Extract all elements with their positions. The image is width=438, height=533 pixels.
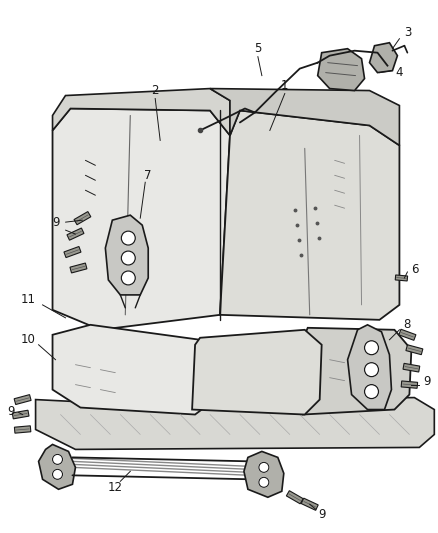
Polygon shape (220, 110, 399, 320)
Circle shape (53, 470, 63, 479)
Polygon shape (14, 394, 31, 405)
Polygon shape (348, 325, 392, 409)
Polygon shape (210, 88, 399, 146)
Text: 2: 2 (152, 84, 159, 97)
Text: 9: 9 (424, 375, 431, 388)
Polygon shape (70, 263, 87, 273)
Polygon shape (12, 410, 29, 419)
Polygon shape (106, 215, 148, 295)
Polygon shape (39, 445, 75, 489)
Polygon shape (395, 275, 408, 281)
Polygon shape (14, 426, 31, 433)
Text: 7: 7 (145, 169, 152, 182)
Text: 3: 3 (404, 26, 411, 39)
Text: 1: 1 (281, 79, 289, 92)
Text: 9: 9 (318, 508, 325, 521)
Polygon shape (244, 451, 284, 497)
Polygon shape (53, 109, 230, 330)
Text: 4: 4 (396, 66, 403, 79)
Polygon shape (318, 49, 364, 91)
Circle shape (364, 362, 378, 377)
Polygon shape (67, 228, 84, 240)
Text: 9: 9 (7, 405, 14, 418)
Text: 6: 6 (411, 263, 418, 277)
Circle shape (121, 271, 135, 285)
Polygon shape (403, 364, 420, 372)
Polygon shape (301, 498, 318, 510)
Polygon shape (53, 88, 230, 135)
Polygon shape (401, 381, 417, 389)
Circle shape (121, 251, 135, 265)
Circle shape (259, 478, 269, 487)
Text: 8: 8 (404, 318, 411, 332)
Polygon shape (406, 345, 423, 354)
Polygon shape (53, 325, 218, 415)
Polygon shape (192, 330, 321, 415)
Circle shape (53, 455, 63, 464)
Text: 9: 9 (52, 216, 59, 229)
Circle shape (364, 341, 378, 355)
Circle shape (364, 385, 378, 399)
Text: 10: 10 (21, 333, 36, 346)
Circle shape (121, 231, 135, 245)
Polygon shape (74, 212, 91, 225)
Text: 5: 5 (254, 42, 261, 55)
Circle shape (259, 462, 269, 472)
Text: 12: 12 (108, 481, 123, 494)
Polygon shape (64, 246, 81, 257)
Polygon shape (303, 328, 411, 415)
Text: 11: 11 (21, 293, 36, 306)
Polygon shape (35, 398, 434, 449)
Polygon shape (370, 43, 397, 72)
Polygon shape (286, 491, 303, 504)
Polygon shape (399, 329, 416, 340)
